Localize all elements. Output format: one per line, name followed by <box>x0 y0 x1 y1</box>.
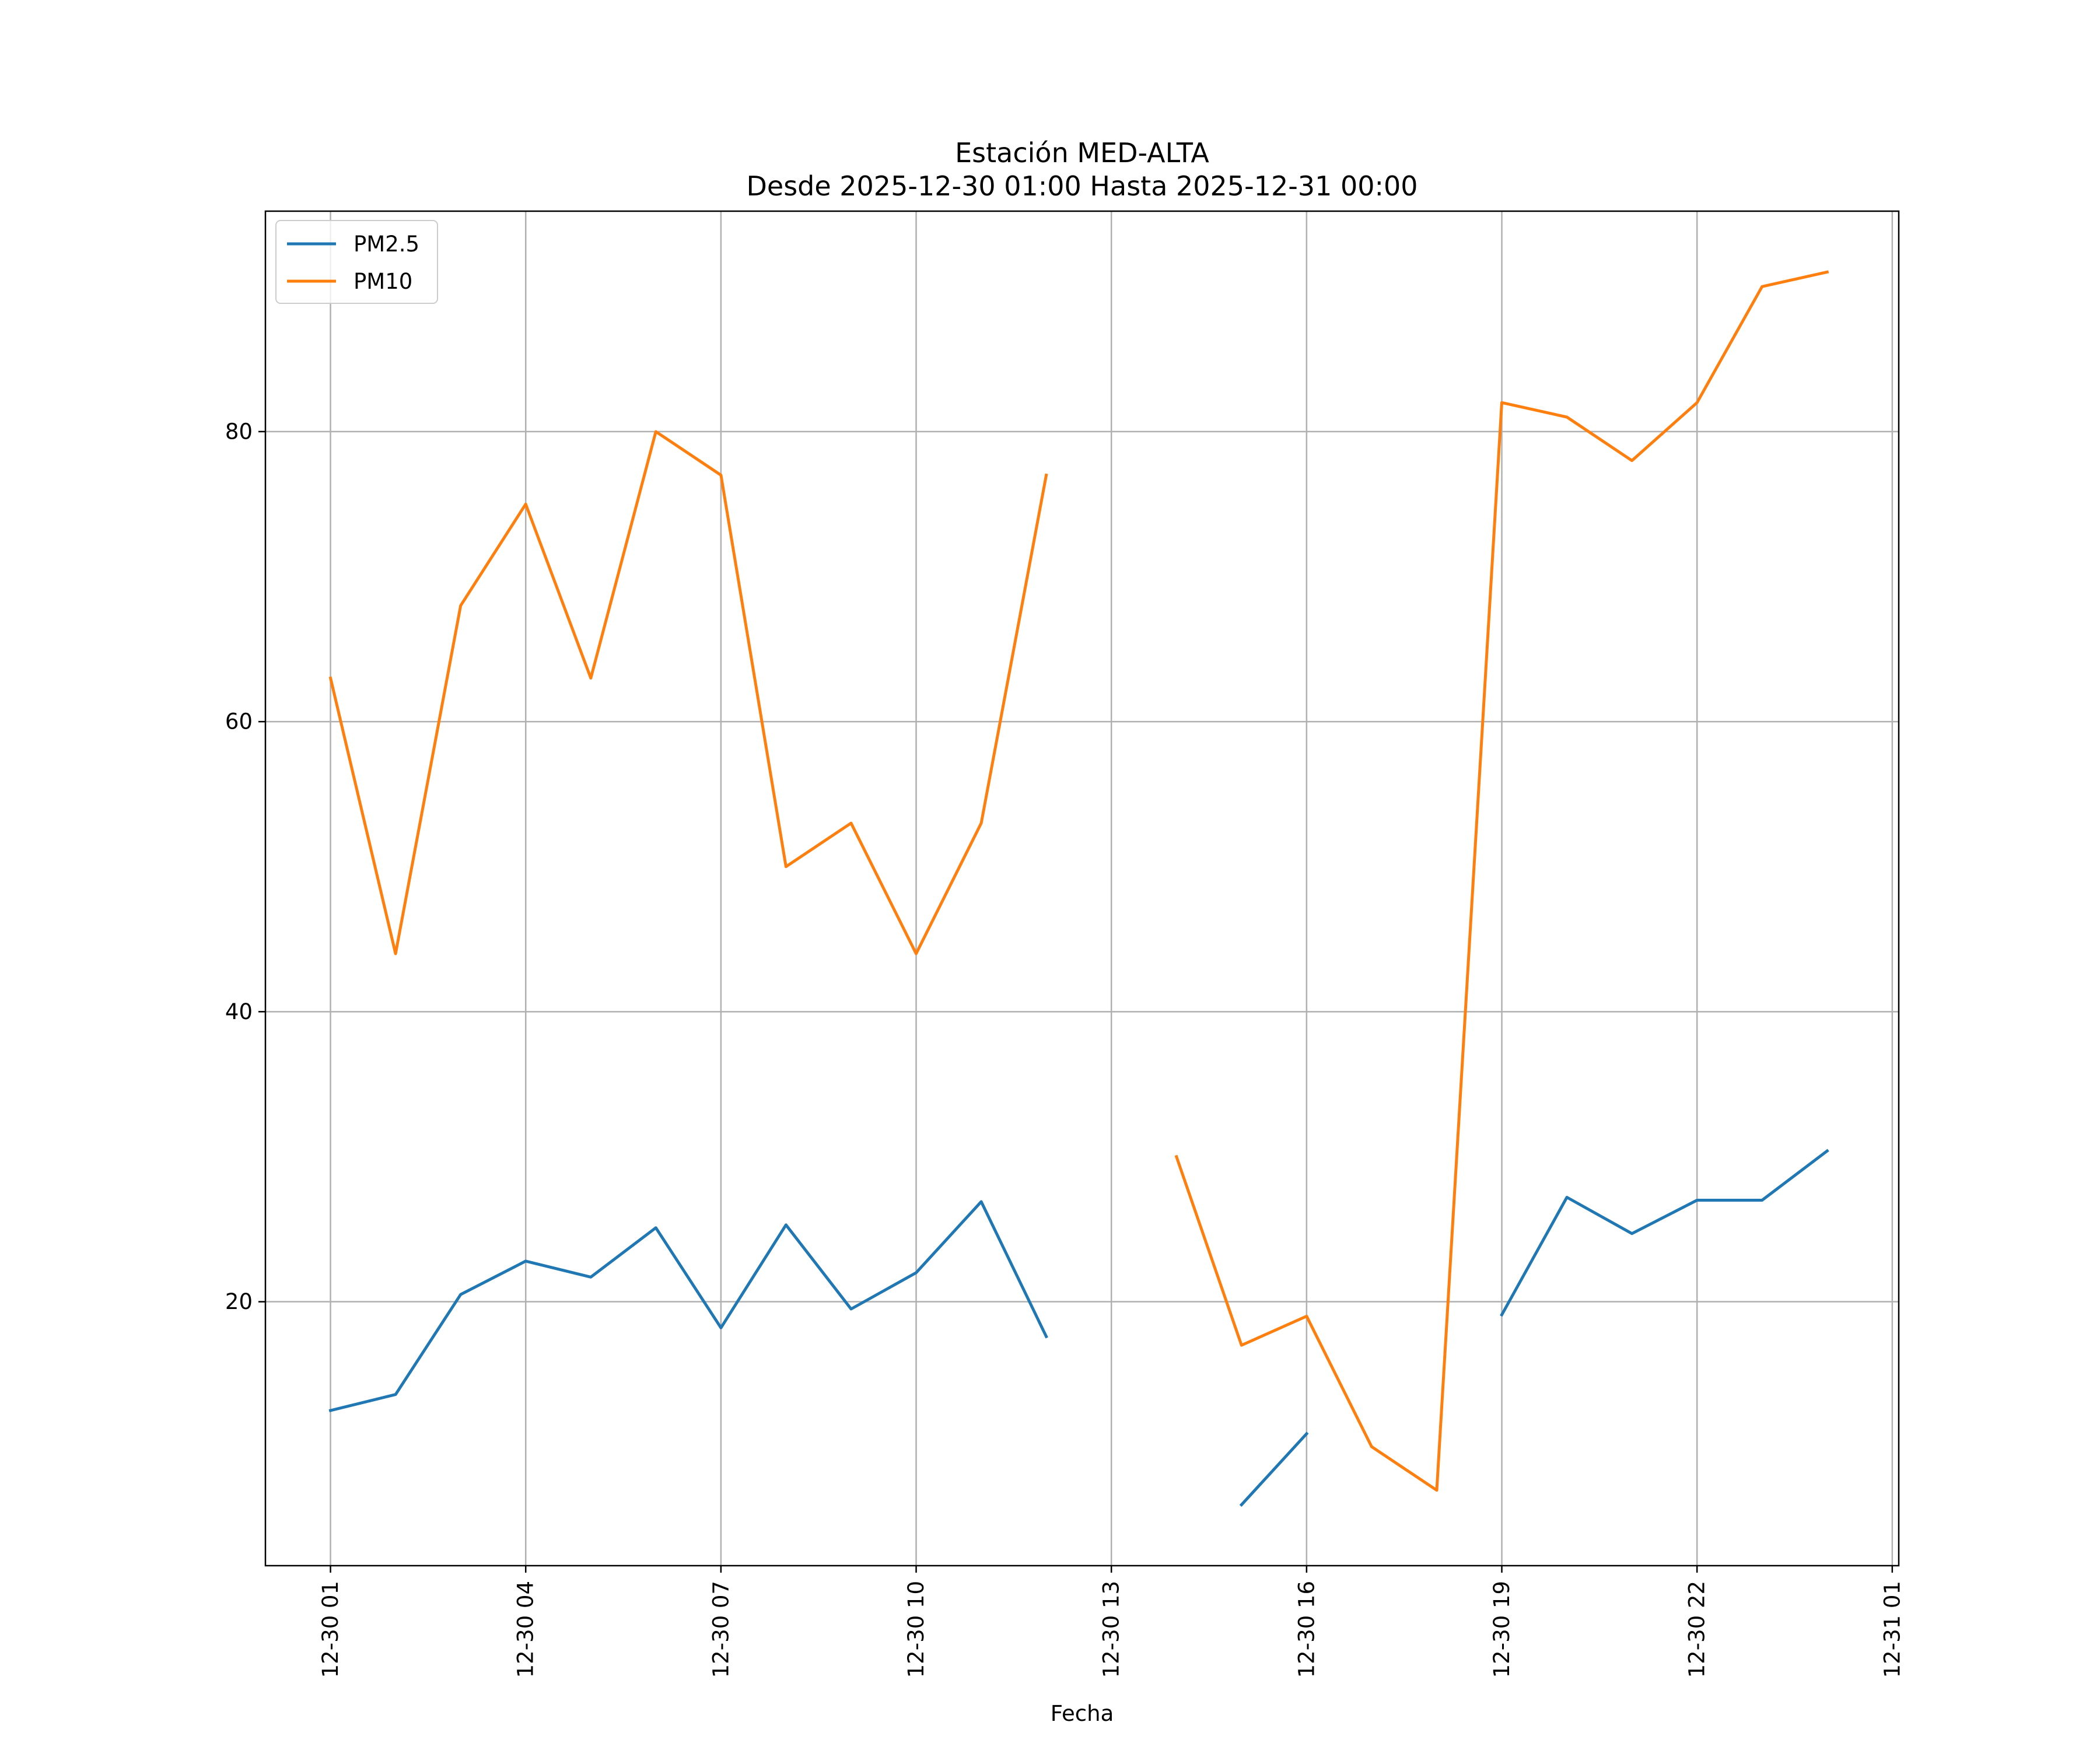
chart-subtitle: Desde 2025-12-30 01:00 Hasta 2025-12-31 … <box>746 170 1418 202</box>
plot-frame <box>264 210 1900 1567</box>
y-tick-label: 60 <box>225 709 253 734</box>
legend: PM2.5 PM10 <box>275 220 438 304</box>
x-axis-label: Fecha <box>1051 1701 1114 1726</box>
x-axis-ticks: 12-30 01 12-30 04 12-30 07 12-30 10 12-30 13… <box>318 1566 1905 1678</box>
series-line-pm10 <box>328 270 1829 1492</box>
x-tick-label: 12-31 01 <box>1880 1581 1905 1678</box>
y-tick-label: 80 <box>225 419 253 444</box>
grid <box>265 211 1899 1566</box>
chart-title: Estación MED-ALTA <box>955 137 1209 169</box>
x-tick-label: 12-30 01 <box>318 1581 343 1678</box>
series-line-pm25 <box>328 1149 1829 1507</box>
plot-lines <box>328 270 1829 1507</box>
x-tick-label: 12-30 13 <box>1099 1581 1124 1678</box>
x-tick-label: 12-30 04 <box>513 1581 538 1678</box>
x-tick-label: 12-30 16 <box>1294 1581 1319 1678</box>
legend-label-pm25: PM2.5 <box>354 232 419 257</box>
legend-label-pm10: PM10 <box>354 269 412 294</box>
y-axis-ticks: 20 40 60 80 <box>225 419 265 1314</box>
y-tick-label: 20 <box>225 1289 253 1314</box>
x-tick-label: 12-30 22 <box>1685 1581 1710 1678</box>
y-tick-label: 40 <box>225 999 253 1024</box>
x-tick-label: 12-30 07 <box>708 1581 733 1678</box>
x-tick-label: 12-30 19 <box>1489 1581 1514 1678</box>
x-tick-label: 12-30 10 <box>904 1581 929 1678</box>
